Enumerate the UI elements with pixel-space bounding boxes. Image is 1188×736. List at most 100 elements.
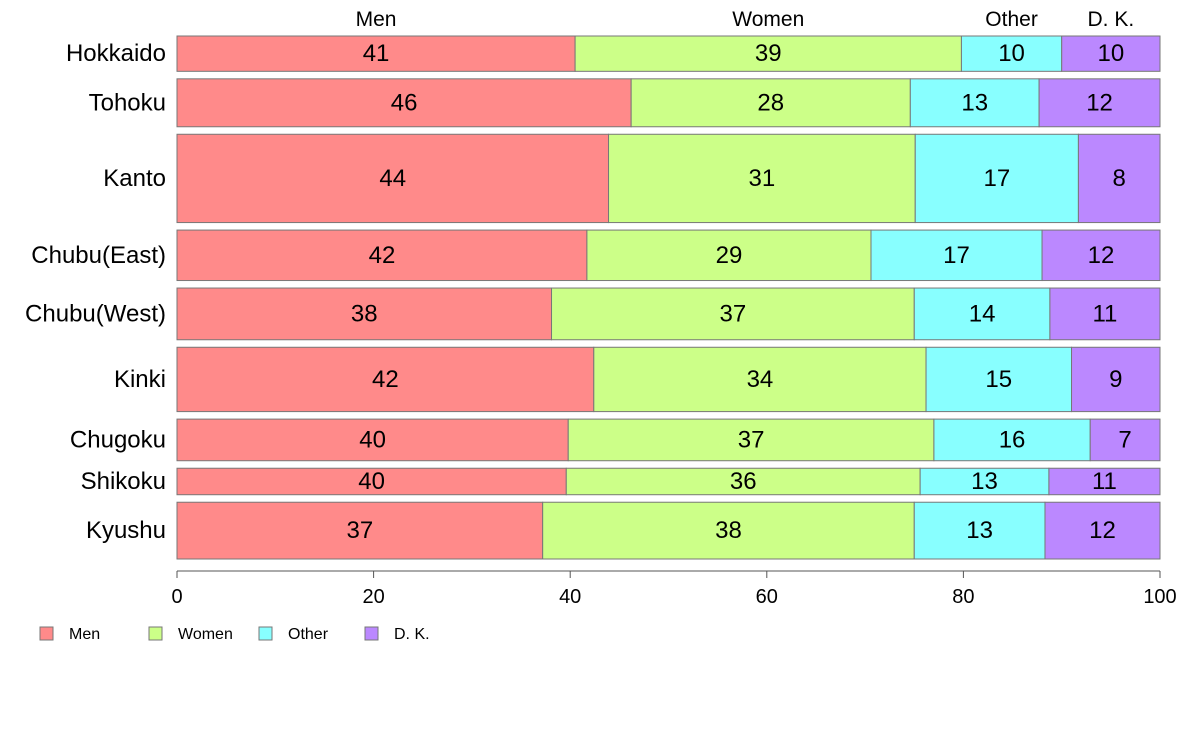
bar-segment <box>960 35 1063 72</box>
x-tick-label: 20 <box>362 586 384 608</box>
bar-row: Chubu(East) 42 29 17 12 <box>31 229 1161 282</box>
bar-segment <box>551 287 915 341</box>
bar-segment <box>1077 133 1161 224</box>
bar-segment <box>176 418 569 462</box>
bar-segment <box>176 467 567 496</box>
x-tick-label: 0 <box>171 586 182 608</box>
data-label: 9 <box>1109 366 1122 393</box>
x-tick-label: 80 <box>952 586 974 608</box>
bar-row: Kinki 42 34 15 9 <box>114 346 1161 413</box>
bar-row: Tohoku 46 28 13 12 <box>89 78 1161 128</box>
data-label: 12 <box>1086 89 1113 116</box>
x-tick-label: 100 <box>1143 586 1176 608</box>
data-label: 40 <box>358 468 385 495</box>
data-label: 38 <box>351 300 378 327</box>
bar-segment <box>574 35 962 72</box>
data-label: 14 <box>969 300 996 327</box>
data-label: 29 <box>716 242 743 269</box>
legend-swatch <box>258 626 273 641</box>
bar-segment <box>1041 229 1161 282</box>
top-series-labels: Men Women Other D. K. <box>356 8 1135 31</box>
top-label-1: Women <box>732 8 804 31</box>
top-label-3: D. K. <box>1088 8 1135 31</box>
data-label: 15 <box>985 366 1012 393</box>
data-label: 38 <box>715 517 742 544</box>
bar-segment <box>176 287 553 341</box>
x-axis: 0 20 40 60 80 100 <box>171 570 1177 608</box>
legend-label: Other <box>288 626 329 643</box>
data-label: 41 <box>363 40 390 67</box>
data-label: 37 <box>738 426 765 453</box>
category-label: Tohoku <box>89 89 166 116</box>
legend-swatch <box>364 626 379 641</box>
bar-segment <box>1049 287 1161 341</box>
data-label: 31 <box>749 165 776 192</box>
category-label: Chubu(West) <box>25 300 166 327</box>
bar-segment <box>1044 501 1161 560</box>
data-label: 37 <box>346 517 373 544</box>
data-label: 13 <box>971 468 998 495</box>
data-label: 7 <box>1118 426 1131 453</box>
bar-segment <box>176 229 588 282</box>
data-label: 40 <box>359 426 386 453</box>
data-label: 8 <box>1113 165 1126 192</box>
data-label: 17 <box>943 242 970 269</box>
bars: Hokkaido 41 39 10 10 Tohoku 46 28 13 12 Kanto 44 31 1… <box>25 35 1161 560</box>
bar-row: Chugoku 40 37 16 7 <box>70 418 1161 462</box>
category-label: Hokkaido <box>66 40 166 67</box>
data-label: 39 <box>755 40 782 67</box>
category-label: Shikoku <box>81 468 166 495</box>
bar-segment <box>913 501 1046 560</box>
data-label: 16 <box>999 426 1026 453</box>
data-label: 17 <box>983 165 1010 192</box>
x-tick-label: 40 <box>559 586 581 608</box>
data-label: 34 <box>747 366 774 393</box>
legend-label: D. K. <box>394 626 430 643</box>
bar-row: Shikoku 40 36 13 11 <box>81 467 1161 496</box>
data-label: 11 <box>1092 468 1117 495</box>
legend-swatch <box>39 626 54 641</box>
bar-segment <box>176 35 576 72</box>
category-label: Kyushu <box>86 517 166 544</box>
data-label: 28 <box>757 89 784 116</box>
legend-label: Women <box>178 626 233 643</box>
data-label: 42 <box>369 242 396 269</box>
bar-segment <box>1089 418 1161 462</box>
data-label: 46 <box>391 89 418 116</box>
legend: Men Women Other D. K. <box>39 626 430 643</box>
category-label: Chubu(East) <box>31 242 166 269</box>
category-label: Kinki <box>114 366 166 393</box>
data-label: 10 <box>1097 40 1124 67</box>
bar-segment <box>1038 78 1161 128</box>
bar-segment <box>176 78 632 128</box>
data-label: 37 <box>720 300 747 327</box>
bar-segment <box>1048 467 1161 496</box>
bar-row: Hokkaido 41 39 10 10 <box>66 35 1161 72</box>
top-label-0: Men <box>356 8 397 31</box>
bar-segment <box>542 501 915 560</box>
bar-row: Kyushu 37 38 13 12 <box>86 501 1161 560</box>
bar-segment <box>176 346 595 413</box>
data-label: 13 <box>961 89 988 116</box>
data-label: 12 <box>1089 517 1116 544</box>
bar-row: Chubu(West) 38 37 14 11 <box>25 287 1161 341</box>
data-label: 13 <box>966 517 993 544</box>
data-label: 11 <box>1092 300 1117 327</box>
data-label: 12 <box>1088 242 1115 269</box>
data-label: 36 <box>730 468 757 495</box>
legend-swatch <box>148 626 163 641</box>
bar-segment <box>909 78 1040 128</box>
legend-label: Men <box>69 626 100 643</box>
bar-segment <box>176 133 610 224</box>
bar-segment <box>925 346 1073 413</box>
bar-row: Kanto 44 31 17 8 <box>103 133 1161 224</box>
bar-segment <box>1071 346 1161 413</box>
data-label: 44 <box>379 165 406 192</box>
bar-segment <box>608 133 916 224</box>
data-label: 10 <box>998 40 1025 67</box>
bar-segment <box>593 346 927 413</box>
data-label: 42 <box>372 366 399 393</box>
bar-segment <box>1061 35 1161 72</box>
